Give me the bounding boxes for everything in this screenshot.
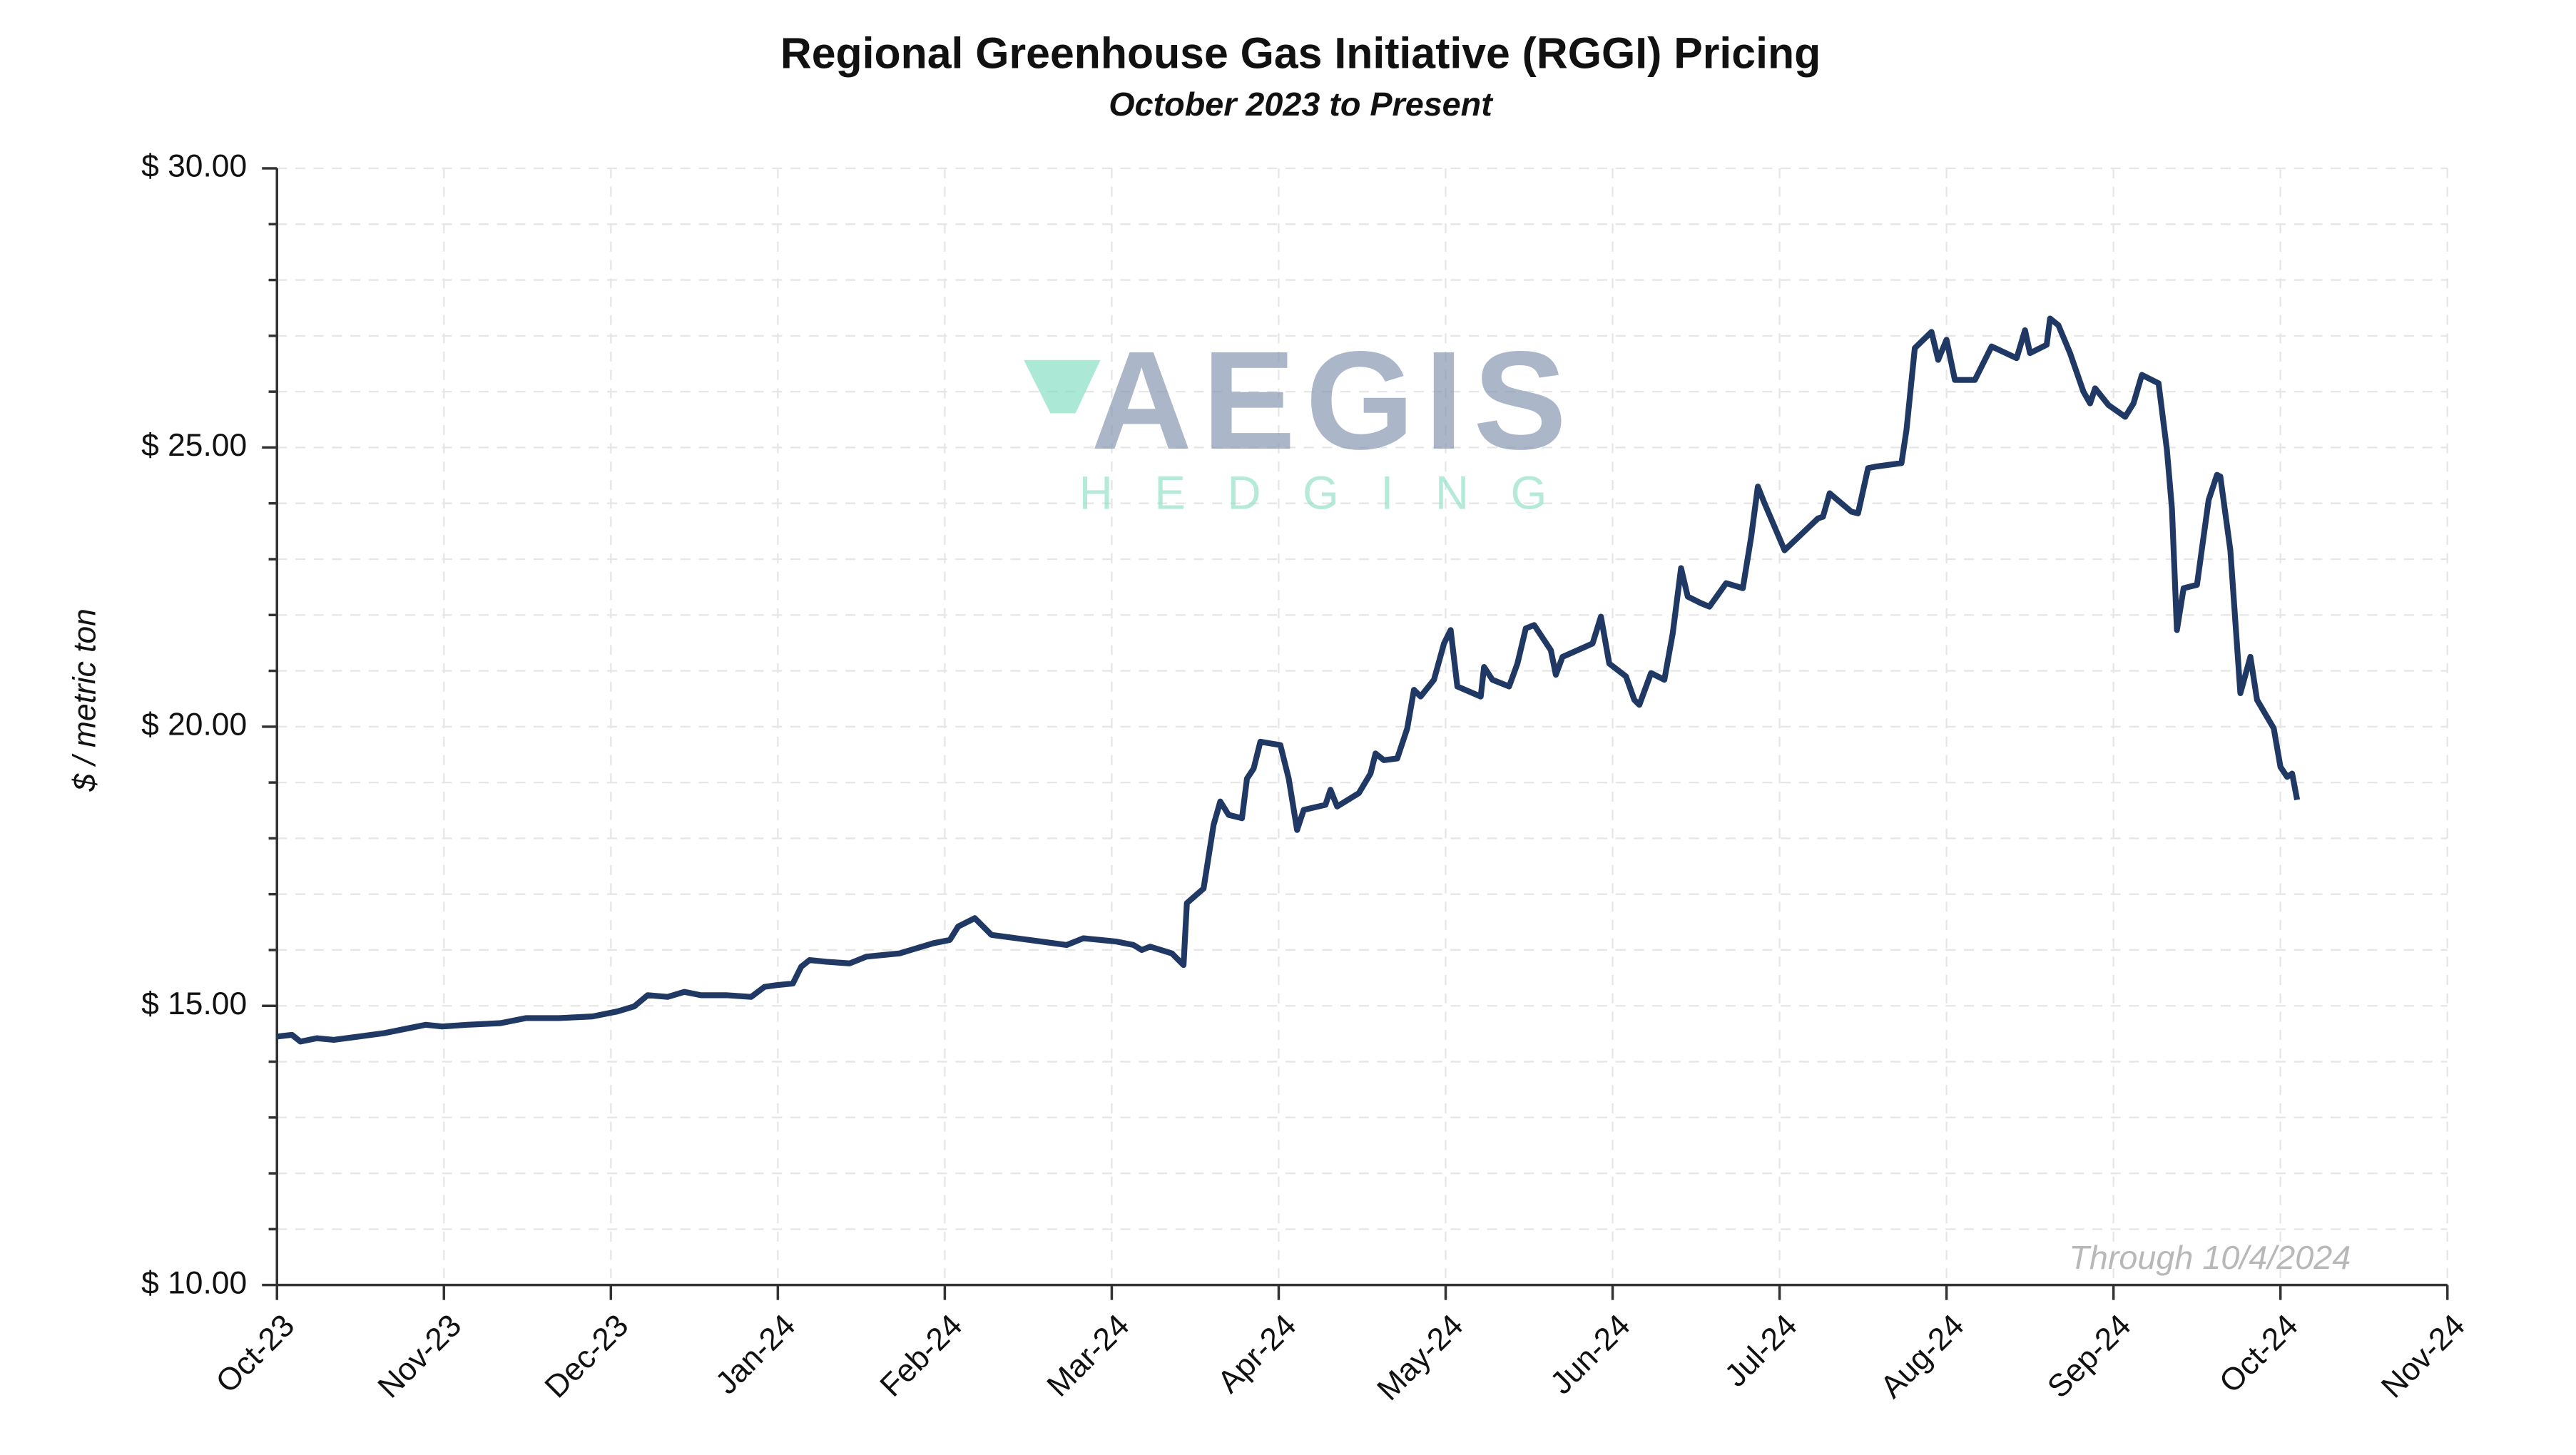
y-tick-label: $ 10.00	[141, 1265, 247, 1300]
chart-subtitle: October 2023 to Present	[1109, 86, 1494, 123]
x-tick-label: Jul-24	[1719, 1308, 1804, 1394]
y-tick-label: $ 15.00	[141, 986, 247, 1021]
x-tick-label: Oct-24	[2213, 1308, 2305, 1400]
x-tick-label: May-24	[1370, 1308, 1470, 1407]
x-tick-label: Dec-23	[539, 1308, 636, 1405]
watermark: AEGIS HEDGING	[1024, 322, 1589, 519]
y-axis-label: $ / metric ton	[68, 608, 103, 792]
y-tick-label: $ 20.00	[141, 708, 247, 742]
x-tick-label: Apr-24	[1211, 1308, 1303, 1400]
x-tick-label: Jun-24	[1544, 1308, 1637, 1402]
x-tick-label: Sep-24	[2041, 1308, 2138, 1405]
annotation: Through 10/4/2024	[2069, 1239, 2351, 1276]
y-tick-label: $ 30.00	[141, 149, 247, 184]
x-tick-label: Aug-24	[1874, 1308, 1971, 1405]
logo-title: AEGIS	[1091, 322, 1577, 479]
x-tick-label: Feb-24	[873, 1308, 969, 1404]
y-tick-label: $ 25.00	[141, 428, 247, 463]
x-tick-label: Nov-24	[2375, 1308, 2472, 1405]
logo-mark	[1024, 359, 1101, 414]
chart-title: Regional Greenhouse Gas Initiative (RGGI…	[780, 29, 1821, 77]
x-tick-label: Mar-24	[1040, 1308, 1136, 1404]
data-line	[276, 315, 2301, 1045]
x-tick-label: Oct-23	[209, 1308, 301, 1400]
logo-subtitle: HEDGING	[1079, 467, 1589, 519]
x-tick-label: Nov-23	[372, 1308, 469, 1405]
x-tick-label: Jan-24	[709, 1308, 803, 1402]
